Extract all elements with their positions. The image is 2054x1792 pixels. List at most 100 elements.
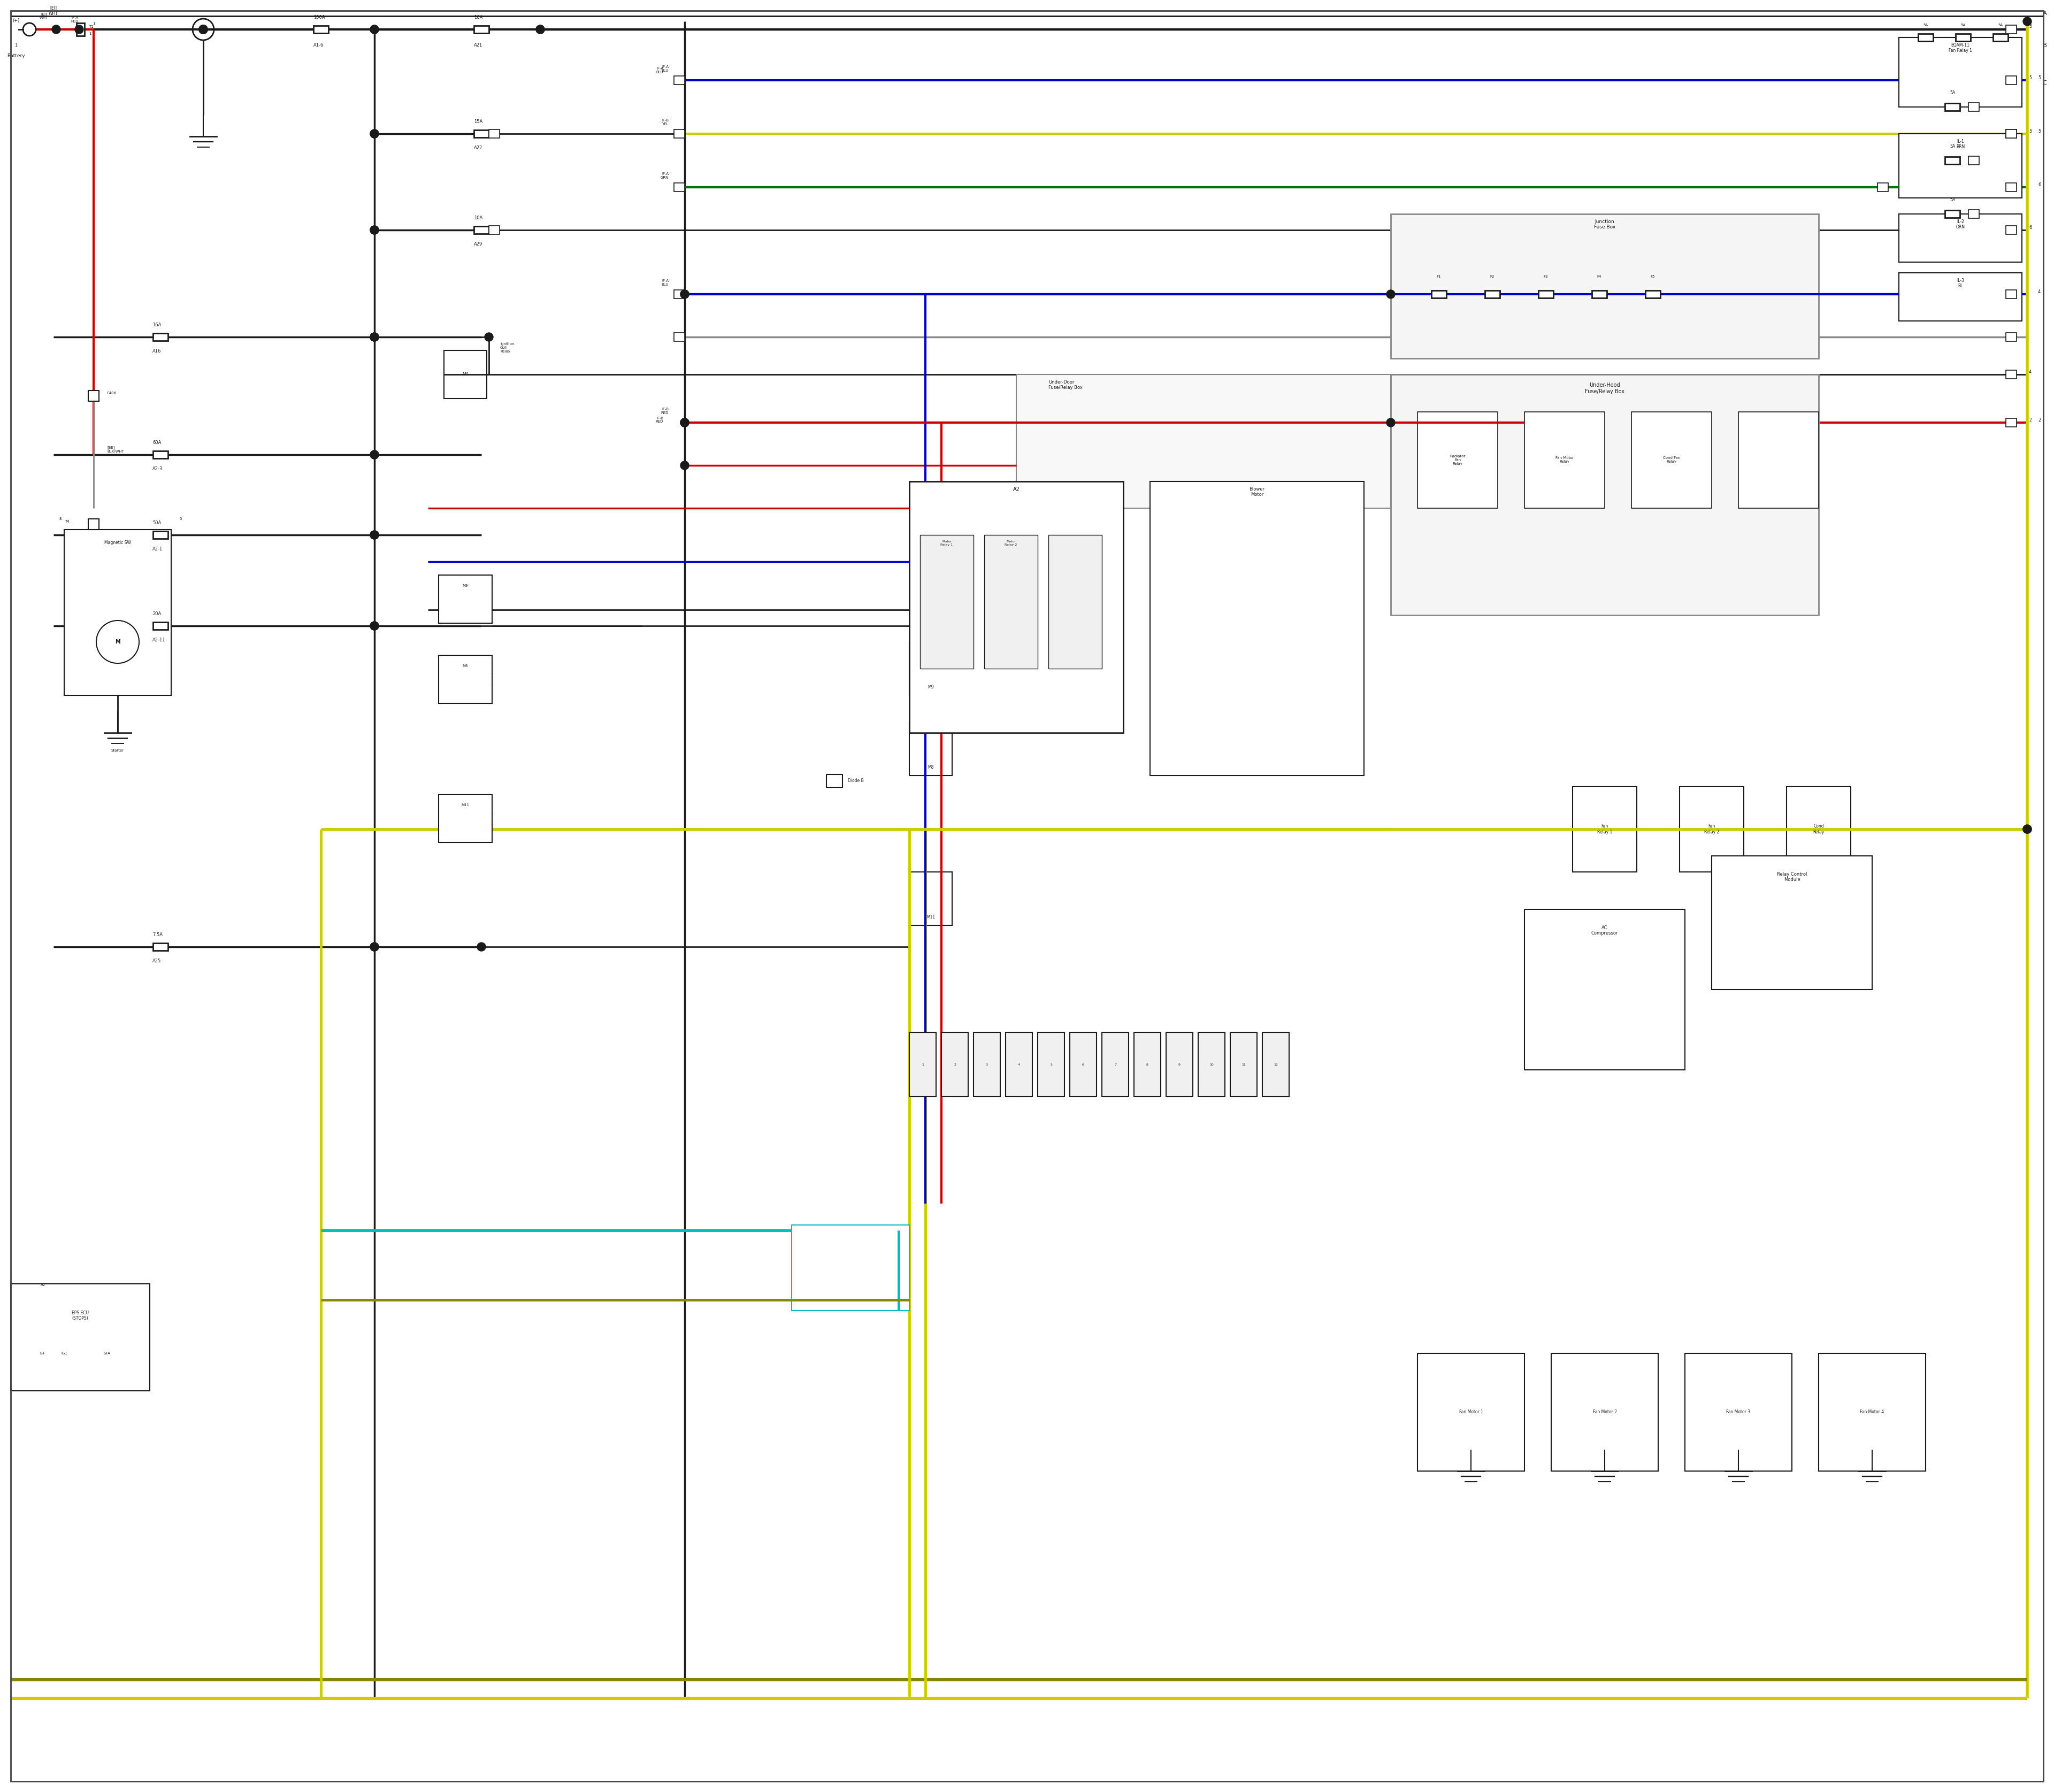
Text: [EE]
BLK/WHT: [EE] BLK/WHT — [107, 446, 123, 453]
Text: Fan
Relay 1: Fan Relay 1 — [1598, 824, 1612, 835]
Text: 6: 6 — [2029, 226, 2031, 229]
Bar — [1391, 375, 1818, 615]
Text: IF-A
BLU: IF-A BLU — [661, 280, 670, 287]
Circle shape — [680, 418, 688, 426]
Circle shape — [370, 333, 378, 340]
Bar — [2007, 25, 2017, 34]
Bar — [910, 482, 1124, 733]
Bar — [910, 642, 953, 695]
Text: IF-A
RED: IF-A RED — [72, 16, 78, 23]
Text: 1: 1 — [922, 1063, 924, 1066]
Text: Magnetic SW: Magnetic SW — [105, 539, 131, 545]
Text: 5: 5 — [2029, 75, 2031, 81]
Bar — [1573, 787, 1637, 873]
Bar — [1150, 482, 1364, 776]
Text: Motor
Relay 2: Motor Relay 2 — [1004, 539, 1017, 547]
Text: T1: T1 — [88, 25, 94, 29]
Bar — [152, 622, 168, 629]
Bar — [2007, 371, 2017, 378]
Text: 50A: 50A — [152, 520, 160, 525]
Text: IL-3
BL: IL-3 BL — [1957, 278, 1964, 289]
Text: Radiator
Fan
Relay: Radiator Fan Relay — [1450, 455, 1465, 466]
Bar — [1070, 1032, 1097, 1097]
Text: Fan Motor 4: Fan Motor 4 — [1861, 1410, 1884, 1414]
Bar — [1391, 213, 1818, 358]
Bar — [941, 1032, 967, 1097]
Text: IL-1
BRN: IL-1 BRN — [1955, 140, 1966, 149]
Bar — [1898, 134, 2021, 197]
Bar — [1968, 102, 1980, 111]
Text: 8: 8 — [1146, 1063, 1148, 1066]
Text: 3: 3 — [986, 1063, 988, 1066]
Text: 9: 9 — [1179, 1063, 1181, 1066]
Text: Fan
Relay 2: Fan Relay 2 — [1705, 824, 1719, 835]
Bar — [1048, 536, 1101, 668]
Text: F3: F3 — [1543, 274, 1549, 278]
Bar — [920, 536, 974, 668]
Text: 16A: 16A — [474, 14, 483, 20]
Text: Fan Motor
Relay: Fan Motor Relay — [1555, 457, 1573, 464]
Circle shape — [370, 450, 378, 459]
Text: Relay Control
Module: Relay Control Module — [1777, 873, 1808, 882]
Text: M9: M9 — [928, 685, 935, 690]
Circle shape — [370, 622, 378, 631]
Circle shape — [680, 290, 688, 299]
Circle shape — [370, 25, 378, 34]
Bar — [1898, 272, 2021, 321]
Text: IF-A
BLU: IF-A BLU — [655, 66, 663, 73]
Text: 5: 5 — [2029, 25, 2031, 29]
Bar — [1006, 1032, 1033, 1097]
Bar — [1101, 1032, 1128, 1097]
Bar — [2007, 129, 2017, 138]
Text: 5: 5 — [2029, 129, 2031, 133]
Bar — [88, 391, 99, 401]
Circle shape — [485, 333, 493, 340]
Text: 10: 10 — [1210, 1063, 1214, 1066]
Bar — [1918, 34, 1933, 41]
Text: 5: 5 — [2038, 129, 2042, 133]
Text: 2: 2 — [2038, 418, 2042, 423]
Bar — [1417, 1353, 1524, 1471]
Text: IF-A
GRN: IF-A GRN — [661, 172, 670, 179]
Bar — [1787, 787, 1851, 873]
Text: 2: 2 — [2029, 418, 2031, 423]
Text: 15A: 15A — [474, 120, 483, 124]
Circle shape — [370, 25, 378, 34]
Text: 5A: 5A — [1999, 23, 2003, 27]
Bar — [1955, 34, 1970, 41]
Text: B: B — [2044, 43, 2048, 48]
Circle shape — [199, 25, 207, 34]
Text: 7.5A: 7.5A — [152, 932, 162, 937]
Bar — [152, 333, 168, 340]
Text: IF-B
RED: IF-B RED — [655, 416, 663, 423]
Circle shape — [370, 226, 378, 235]
Bar — [2007, 418, 2017, 426]
Bar — [1432, 290, 1446, 297]
Circle shape — [536, 25, 544, 34]
Bar — [1538, 290, 1553, 297]
Text: 6: 6 — [1082, 1063, 1085, 1066]
Text: 5A: 5A — [1923, 23, 1929, 27]
Text: Fan Motor 2: Fan Motor 2 — [1592, 1410, 1616, 1414]
Text: 60A: 60A — [152, 441, 160, 444]
Circle shape — [1386, 418, 1395, 426]
Bar — [1738, 412, 1818, 509]
Text: Under-Door
Fuse/Relay Box: Under-Door Fuse/Relay Box — [1048, 380, 1082, 391]
Text: A2-1: A2-1 — [152, 547, 162, 552]
Text: F2: F2 — [1489, 274, 1495, 278]
Text: 16A: 16A — [152, 323, 160, 328]
Circle shape — [370, 622, 378, 631]
Circle shape — [51, 25, 60, 34]
Bar — [2007, 333, 2017, 340]
Text: C: C — [2044, 81, 2048, 86]
Text: Fan Motor 3: Fan Motor 3 — [1725, 1410, 1750, 1414]
Text: 5A: 5A — [1962, 23, 1966, 27]
Circle shape — [536, 25, 544, 34]
Text: A29: A29 — [474, 242, 483, 247]
Circle shape — [2023, 824, 2031, 833]
Text: IF-B
RED: IF-B RED — [661, 407, 670, 414]
Bar — [1684, 1353, 1791, 1471]
Bar — [1134, 1032, 1161, 1097]
Text: A2-11: A2-11 — [152, 638, 166, 643]
Text: (+): (+) — [12, 18, 21, 23]
